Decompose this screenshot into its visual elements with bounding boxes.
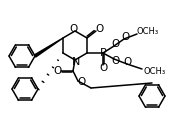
Text: O: O <box>121 32 129 42</box>
Text: O: O <box>99 63 107 73</box>
Polygon shape <box>34 38 63 57</box>
Text: N: N <box>72 57 80 67</box>
Text: O: O <box>77 77 85 87</box>
Text: OCH₃: OCH₃ <box>137 26 159 35</box>
Text: P: P <box>100 48 106 58</box>
Text: O: O <box>111 56 119 66</box>
Text: O: O <box>111 39 119 49</box>
Text: OCH₃: OCH₃ <box>144 67 166 76</box>
Text: O: O <box>95 24 103 34</box>
Text: O: O <box>69 24 77 34</box>
Text: O: O <box>124 57 132 67</box>
Text: O: O <box>53 66 61 76</box>
